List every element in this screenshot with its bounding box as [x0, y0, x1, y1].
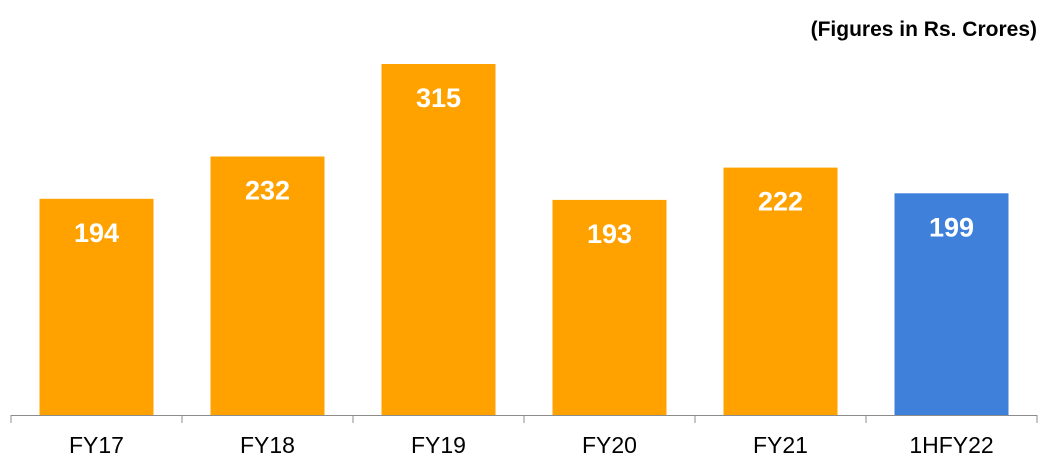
- x-axis: [10, 415, 1038, 423]
- bar-fy19: [381, 64, 496, 415]
- bar-fy20: [552, 199, 667, 415]
- x-tick-label-fy17: FY17: [69, 432, 124, 458]
- data-label-fy18: 232: [245, 176, 290, 206]
- data-label-fy20: 193: [587, 219, 632, 249]
- data-label-1hfy22: 199: [929, 212, 974, 242]
- bar-fy17: [39, 198, 154, 415]
- bars-group: [39, 64, 1009, 415]
- bar-fy18: [210, 156, 325, 415]
- x-tick-label-1hfy22: 1HFY22: [909, 432, 993, 458]
- x-tick-labels-group: FY17 FY18 FY19 FY20 FY21 1HFY22: [69, 432, 994, 458]
- x-tick-label-fy20: FY20: [582, 432, 637, 458]
- data-label-fy17: 194: [74, 218, 119, 248]
- data-label-fy19: 315: [416, 83, 461, 113]
- bar-fy21: [723, 167, 838, 415]
- data-label-fy21: 222: [758, 187, 803, 217]
- bar-labels-group: 194 232 315 193 222 199: [74, 83, 974, 249]
- x-tick-label-fy18: FY18: [240, 432, 295, 458]
- unit-note: (Figures in Rs. Crores): [810, 18, 1037, 41]
- x-tick-label-fy21: FY21: [753, 432, 808, 458]
- bar-1hfy22: [894, 193, 1009, 415]
- x-tick-label-fy19: FY19: [411, 432, 466, 458]
